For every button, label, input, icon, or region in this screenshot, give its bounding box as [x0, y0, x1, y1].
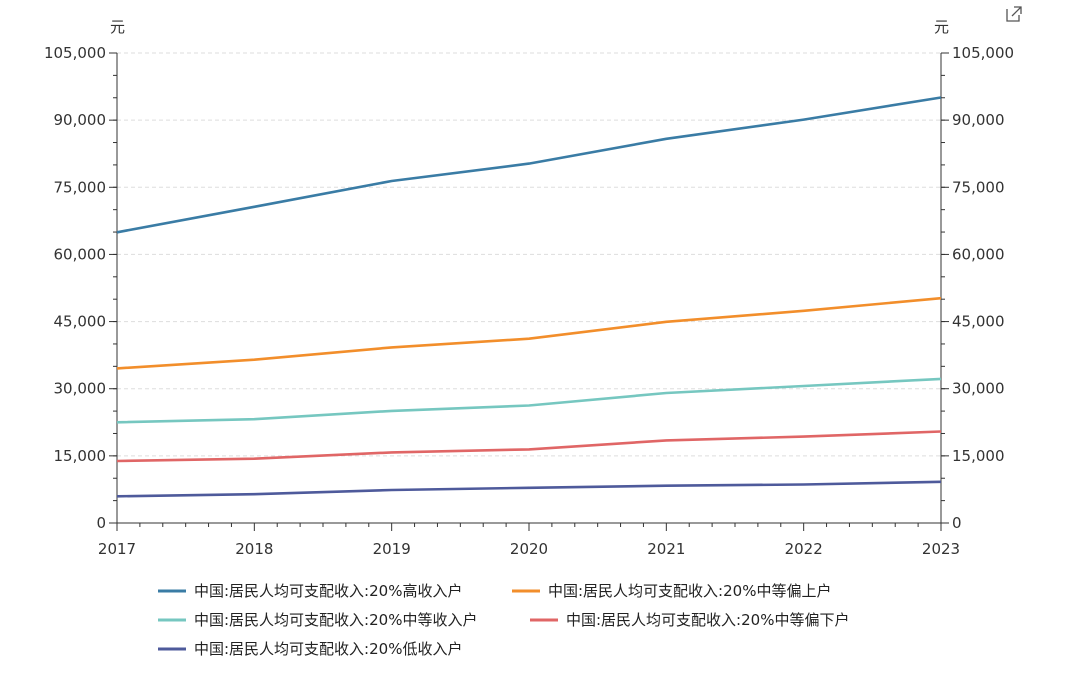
series-line-3[interactable]	[116, 377, 942, 424]
legend-label: 中国:居民人均可支配收入:20%中等收入户	[194, 611, 477, 629]
series-line-4[interactable]	[116, 430, 942, 463]
y-tick-label-left: 90,000	[54, 111, 107, 129]
y-tick-label-right: 75,000	[952, 178, 1005, 196]
y-tick-label-left: 0	[96, 514, 106, 532]
y-tick-label-right: 0	[952, 514, 962, 532]
legend-item-4[interactable]: 中国:居民人均可支配收入:20%中等偏下户	[530, 611, 849, 629]
legend: 中国:居民人均可支配收入:20%高收入户 中国:居民人均可支配收入:20%中等偏上…	[158, 582, 849, 658]
y-tick-label-right: 60,000	[952, 245, 1005, 263]
y-tick-label-right: 45,000	[952, 313, 1005, 331]
x-tick-label: 2019	[373, 540, 411, 558]
y-tick-label-right: 90,000	[952, 111, 1005, 129]
x-tick-label: 2023	[922, 540, 960, 558]
x-tick-label: 2021	[647, 540, 685, 558]
y-tick-label-left: 60,000	[54, 245, 107, 263]
x-tick-label: 2017	[98, 540, 136, 558]
legend-label: 中国:居民人均可支配收入:20%高收入户	[194, 582, 462, 600]
y-tick-label-left: 45,000	[54, 313, 107, 331]
series-line-1[interactable]	[116, 96, 942, 234]
legend-item-1[interactable]: 中国:居民人均可支配收入:20%高收入户	[158, 582, 462, 600]
series-line-2[interactable]	[116, 296, 942, 370]
y-tick-label-left: 75,000	[54, 178, 107, 196]
external-link-icon[interactable]	[1006, 6, 1022, 22]
y-tick-label-right: 15,000	[952, 447, 1005, 465]
y-tick-label-left: 15,000	[54, 447, 107, 465]
series-lines	[116, 96, 942, 498]
gridlines	[117, 52, 941, 457]
y-tick-label-right: 105,000	[952, 44, 1014, 62]
series-line-5[interactable]	[116, 480, 942, 498]
y-tick-label-left: 105,000	[44, 44, 106, 62]
legend-label: 中国:居民人均可支配收入:20%低收入户	[194, 640, 462, 658]
y-tick-label-left: 30,000	[54, 380, 107, 398]
x-tick-label: 2022	[785, 540, 823, 558]
legend-item-2[interactable]: 中国:居民人均可支配收入:20%中等偏上户	[512, 582, 831, 600]
legend-label: 中国:居民人均可支配收入:20%中等偏上户	[548, 582, 831, 600]
x-tick-label: 2018	[235, 540, 273, 558]
y-unit-left: 元	[110, 18, 125, 36]
legend-item-3[interactable]: 中国:居民人均可支配收入:20%中等收入户	[158, 611, 477, 629]
legend-item-5[interactable]: 中国:居民人均可支配收入:20%低收入户	[158, 640, 462, 658]
y-tick-label-right: 30,000	[952, 380, 1005, 398]
x-tick-label: 2020	[510, 540, 548, 558]
axes: 0 0 15,000 15,000 30,000 30,000 45,000 45,000 60…	[44, 44, 1014, 558]
y-unit-right: 元	[934, 18, 949, 36]
legend-label: 中国:居民人均可支配收入:20%中等偏下户	[566, 611, 849, 629]
